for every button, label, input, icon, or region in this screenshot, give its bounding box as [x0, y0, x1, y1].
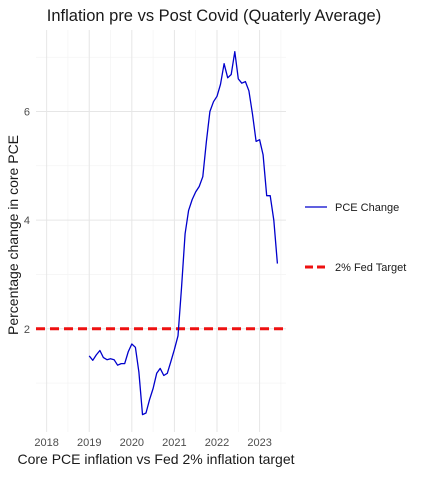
x-tick-label: 2019: [77, 437, 101, 449]
y-axis-ticks: 2 4 6: [24, 106, 30, 335]
x-tick-label: 2023: [247, 437, 271, 449]
x-tick-label: 2018: [34, 437, 58, 449]
x-axis-ticks: 2018 2019 2020 2021 2022 2023: [34, 437, 271, 449]
legend: PCE Change 2% Fed Target: [305, 202, 406, 274]
pce-change-line: [88, 51, 279, 416]
y-axis-label: Percentage change in core PCE: [5, 135, 21, 335]
y-tick-label: 4: [24, 215, 30, 227]
gridlines: [36, 30, 286, 432]
y-tick-label: 2: [24, 324, 30, 336]
y-tick-label: 6: [24, 106, 30, 118]
x-axis-label: Core PCE inflation vs Fed 2% inflation t…: [17, 451, 294, 467]
x-tick-label: 2022: [205, 437, 229, 449]
chart-title: Inflation pre vs Post Covid (Quaterly Av…: [47, 7, 381, 25]
x-tick-label: 2020: [120, 437, 144, 449]
x-tick-label: 2021: [162, 437, 186, 449]
pce-series: [88, 51, 279, 416]
legend-label-fed-target: 2% Fed Target: [335, 262, 406, 274]
legend-label-pce-change: PCE Change: [335, 202, 399, 214]
